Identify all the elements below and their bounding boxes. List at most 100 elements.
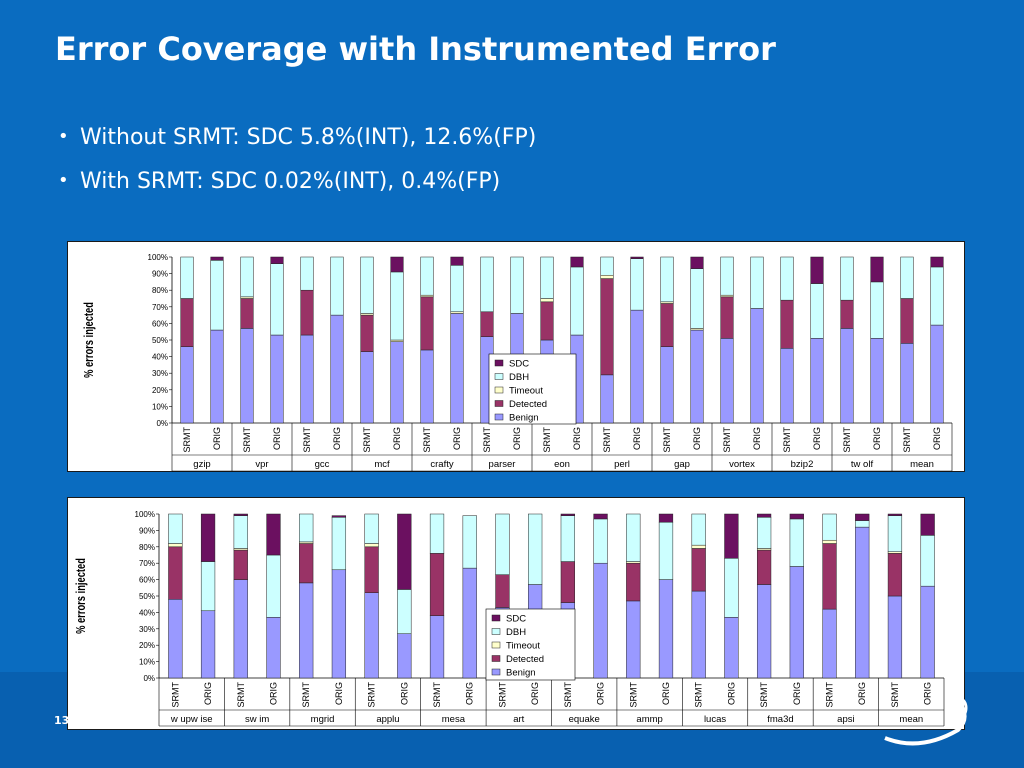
bar-segment-dbh bbox=[626, 513, 641, 562]
y-tick-label: 10% bbox=[139, 658, 155, 667]
bar-segment-sdc bbox=[397, 513, 412, 590]
category-label: sw im bbox=[245, 714, 269, 725]
bar-label: ORIG bbox=[530, 682, 540, 705]
bar-segment-benign bbox=[462, 567, 477, 679]
legend-swatch-sdc bbox=[491, 614, 501, 622]
y-tick-label: 50% bbox=[152, 336, 168, 345]
bar-label: ORIG bbox=[857, 682, 867, 705]
bar-segment-timeout bbox=[600, 275, 614, 279]
bar-segment-timeout bbox=[540, 298, 554, 303]
bar-segment-benign bbox=[887, 595, 903, 679]
bar-label: SRMT bbox=[662, 427, 672, 453]
bar-segment-dbh bbox=[690, 268, 704, 329]
bar-segment-benign bbox=[870, 338, 884, 424]
bar-segment-dbh bbox=[330, 256, 344, 316]
bullet-text: With SRMT: SDC 0.02%(INT), 0.4%(FP) bbox=[80, 169, 501, 194]
bullet-list: • Without SRMT: SDC 5.8%(INT), 12.6%(FP) … bbox=[58, 120, 536, 208]
legend-swatch-dbh bbox=[494, 373, 504, 380]
bar-label: ORIG bbox=[332, 427, 342, 450]
bar-segment-sdc bbox=[233, 513, 248, 516]
bar-segment-sdc bbox=[331, 515, 347, 518]
bar-segment-dbh bbox=[570, 266, 584, 336]
bar-segment-timeout bbox=[691, 544, 706, 549]
bar-segment-sdc bbox=[658, 513, 674, 523]
bar-label: SRMT bbox=[242, 427, 252, 453]
bar-segment-benign bbox=[200, 610, 216, 679]
bar-label: SRMT bbox=[497, 682, 507, 708]
bar-segment-benign bbox=[360, 351, 374, 424]
slide-title: Error Coverage with Instrumented Error bbox=[55, 30, 776, 68]
bar-segment-dbh bbox=[600, 256, 614, 276]
bar-label: ORIG bbox=[596, 682, 606, 705]
bar-segment-dbh bbox=[756, 517, 772, 549]
category-label: crafty bbox=[430, 459, 453, 470]
bar-label: SRMT bbox=[825, 682, 835, 708]
bar-segment-dbh bbox=[168, 513, 183, 544]
bar-segment-dbh bbox=[720, 256, 734, 296]
bar-segment-dbh bbox=[240, 256, 254, 298]
category-label: eon bbox=[554, 459, 570, 470]
bar-segment-sdc bbox=[570, 256, 584, 268]
bar-segment-dbh bbox=[360, 256, 374, 314]
bar-segment-benign bbox=[840, 328, 854, 424]
category-label: tw olf bbox=[851, 459, 874, 470]
y-tick-label: 70% bbox=[139, 559, 155, 568]
bar-segment-dbh bbox=[900, 256, 914, 299]
bar-segment-benign bbox=[930, 324, 944, 424]
bar-label: SRMT bbox=[628, 682, 638, 708]
y-tick-label: 80% bbox=[139, 543, 155, 552]
bar-label: ORIG bbox=[392, 427, 402, 450]
bar-segment-sdc bbox=[756, 513, 772, 518]
bar-segment-dbh bbox=[233, 515, 248, 549]
bar-segment-detected bbox=[887, 553, 903, 597]
bar-label: SRMT bbox=[563, 682, 573, 708]
category-label: fma3d bbox=[767, 714, 793, 725]
bar-segment-dbh bbox=[560, 515, 575, 562]
bar-segment-benign bbox=[420, 349, 434, 424]
bar-segment-detected bbox=[756, 549, 772, 585]
bar-segment-sdc bbox=[266, 513, 281, 556]
bar-segment-sdc bbox=[855, 513, 870, 521]
bar-segment-benign bbox=[233, 579, 248, 679]
bar-segment-detected bbox=[900, 298, 914, 344]
bar-segment-detected bbox=[495, 574, 510, 608]
bar-segment-benign bbox=[300, 334, 314, 424]
bar-segment-dbh bbox=[822, 513, 837, 541]
legend-box bbox=[485, 608, 576, 681]
bar-label: ORIG bbox=[632, 427, 642, 450]
y-tick-label: 20% bbox=[152, 386, 168, 395]
y-tick-label: 40% bbox=[139, 608, 155, 617]
category-label: apsi bbox=[837, 714, 854, 725]
legend-swatch-benign bbox=[494, 413, 504, 421]
bar-segment-dbh bbox=[840, 256, 854, 301]
bullet-item: • With SRMT: SDC 0.02%(INT), 0.4%(FP) bbox=[58, 164, 536, 208]
bar-segment-benign bbox=[750, 308, 764, 424]
bar-segment-dbh bbox=[540, 256, 554, 299]
bar-label: ORIG bbox=[726, 682, 736, 705]
bar-segment-sdc bbox=[887, 513, 903, 516]
bar-label: ORIG bbox=[692, 427, 702, 450]
bar-segment-sdc bbox=[810, 256, 824, 284]
bar-segment-dbh bbox=[300, 256, 314, 291]
bar-label: ORIG bbox=[572, 427, 582, 450]
bar-label: ORIG bbox=[212, 427, 222, 450]
bar-segment-benign bbox=[660, 346, 674, 424]
bar-label: SRMT bbox=[602, 427, 612, 453]
category-label: gcc bbox=[315, 459, 330, 470]
bullet-dot-icon: • bbox=[58, 170, 69, 191]
bar-label: SRMT bbox=[842, 427, 852, 453]
bar-label: ORIG bbox=[203, 682, 213, 705]
bar-label: SRMT bbox=[890, 682, 900, 708]
category-label: vortex bbox=[729, 459, 755, 470]
y-tick-label: 30% bbox=[152, 369, 168, 378]
bar-segment-detected bbox=[168, 546, 183, 600]
y-tick-label: 70% bbox=[152, 303, 168, 312]
y-tick-label: 0% bbox=[156, 419, 168, 428]
bar-segment-detected bbox=[822, 543, 837, 610]
bar-segment-dbh bbox=[691, 513, 706, 546]
bar-segment-dbh bbox=[429, 513, 445, 554]
page-number: 13 bbox=[54, 714, 70, 727]
y-axis-label: % errors injected bbox=[75, 558, 89, 634]
bar-label: SRMT bbox=[722, 427, 732, 453]
bar-segment-benign bbox=[266, 617, 281, 679]
